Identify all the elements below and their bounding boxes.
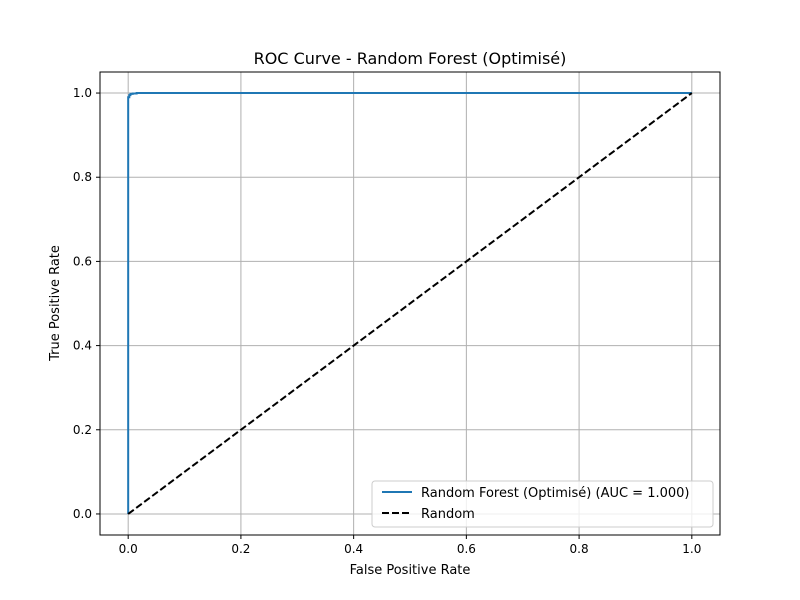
y-tick-label: 0.0 [73,507,92,521]
legend-label-random: Random [421,507,475,522]
y-tick-label: 0.8 [73,170,92,184]
random-baseline-line [127,92,693,515]
y-axis-label: True Positive Rate [48,245,63,362]
grid [100,72,720,535]
x-tick-label: 1.0 [682,542,701,556]
y-tick-label: 1.0 [73,86,92,100]
y-tick-label: 0.6 [73,254,92,268]
x-tick-label: 0.2 [231,542,250,556]
ticks: 0.0 0.2 0.4 0.6 0.8 1.0 0.0 0.2 0.4 0.6 0.8 1.0 [73,86,701,556]
legend-label-random-forest: Random Forest (Optimisé) (AUC = 1.000) [421,486,690,501]
x-tick-label: 0.0 [119,542,138,556]
legend-box [371,480,714,528]
x-tick-label: 0.6 [457,542,476,556]
plot-frame [99,71,721,536]
series-layer [127,92,693,515]
roc-curve-line [127,92,692,514]
legend: Random Forest (Optimisé) (AUC = 1.000) R… [371,480,714,528]
y-tick-label: 0.4 [73,339,92,353]
y-tick-label: 0.2 [73,423,92,437]
x-tick-label: 0.8 [570,542,589,556]
x-axis-label: False Positive Rate [350,563,471,578]
chart-title: ROC Curve - Random Forest (Optimisé) [254,49,567,68]
x-tick-label: 0.4 [344,542,363,556]
